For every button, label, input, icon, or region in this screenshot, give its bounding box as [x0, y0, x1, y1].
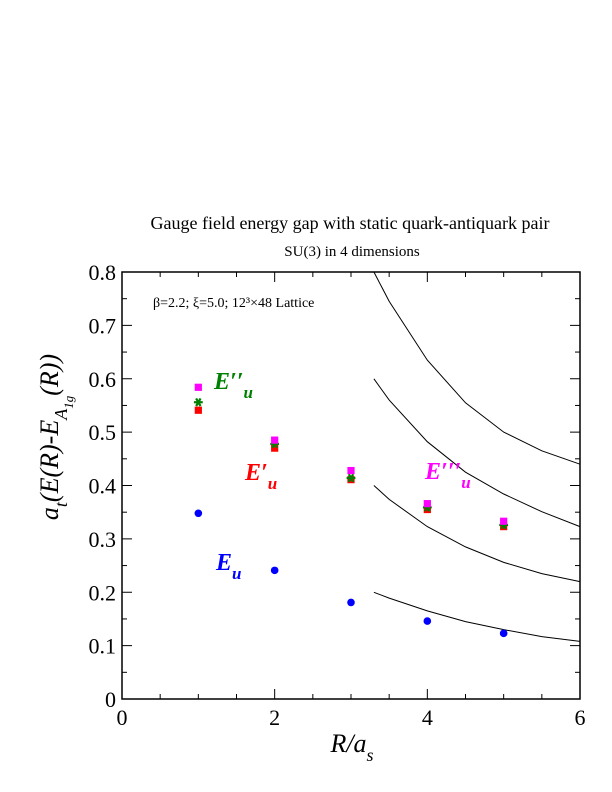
y-tick-label: 0.6 [89, 367, 117, 392]
x-axis-title: R/as [329, 729, 373, 765]
series-label: E′′′u [424, 459, 471, 492]
y-tick-label: 0.8 [89, 260, 117, 285]
svg-text:at(E(R)-EA1g(R)): at(E(R)-EA1g(R)) [35, 354, 76, 520]
data-point [423, 617, 432, 625]
reference-curve [373, 378, 581, 528]
series-label: Eu [215, 550, 241, 583]
data-point [347, 598, 355, 607]
data-point [500, 517, 508, 525]
y-axis-title: at(E(R)-EA1g(R)) [35, 354, 76, 520]
y-tick-label: 0.4 [89, 474, 117, 499]
chart-title: Gauge field energy gap with static quark… [150, 213, 549, 233]
data-point [194, 509, 203, 518]
y-tick-label: 0.7 [89, 313, 117, 338]
reference-curve [373, 591, 581, 642]
data-point [346, 473, 356, 483]
reference-curve [373, 271, 581, 465]
x-tick-label: 4 [422, 705, 433, 730]
lattice-annotation: β=2.2; ξ=5.0; 12³×48 Lattice [153, 296, 314, 311]
x-tick-label: 0 [117, 705, 128, 730]
plot-frame [121, 271, 581, 700]
x-tick-label: 2 [269, 705, 280, 730]
reference-curve [373, 485, 581, 583]
data-point [271, 436, 279, 444]
data-point [270, 566, 279, 575]
data-point [194, 406, 202, 414]
y-tick-label: 0.5 [89, 420, 117, 445]
data-point [271, 444, 279, 452]
data-point [193, 397, 203, 407]
data-point [194, 383, 202, 391]
y-tick-label: 0.3 [89, 527, 117, 552]
series-label: E′u [244, 460, 277, 493]
plot-area: 0 2 4 6 0 0.1 0.2 0.3 0.4 0.5 0.6 0.7 0.8 [89, 260, 586, 730]
chart-subtitle: SU(3) in 4 dimensions [284, 244, 420, 260]
y-tick-label: 0.1 [89, 634, 117, 659]
y-tick-label: 0 [105, 687, 116, 712]
series-label: E′′u [213, 369, 253, 402]
y-tick-label: 0.2 [89, 580, 117, 605]
data-point [499, 629, 508, 638]
data-point [423, 500, 431, 508]
x-tick-label: 6 [575, 705, 586, 730]
data-point [347, 466, 355, 475]
data-marks [193, 383, 509, 638]
series-labels: Eu E′u E′′u E′′′u [213, 369, 471, 583]
